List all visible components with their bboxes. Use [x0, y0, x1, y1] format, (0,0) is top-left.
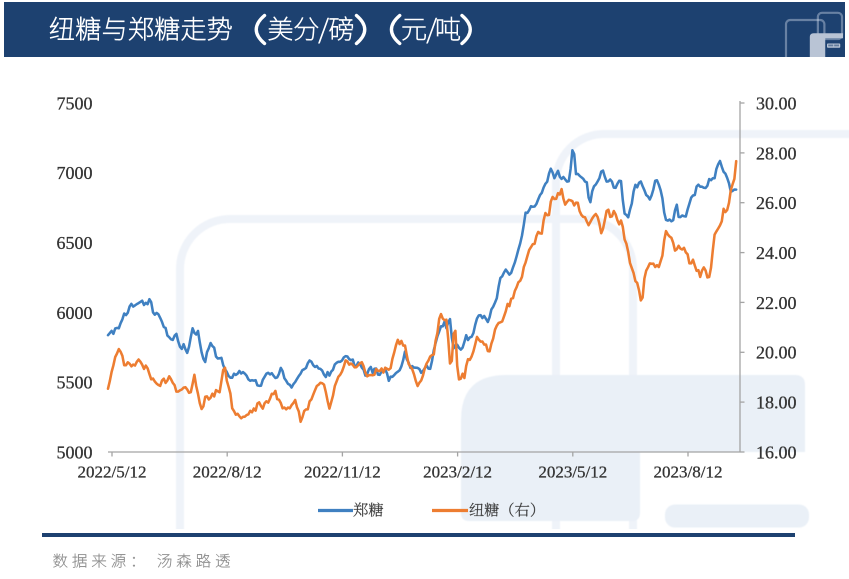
svg-text:2023/8/12: 2023/8/12 [654, 463, 723, 482]
svg-text:18.00: 18.00 [756, 393, 797, 413]
svg-text:2022/8/12: 2022/8/12 [193, 463, 262, 482]
svg-text:2022/5/12: 2022/5/12 [78, 463, 147, 482]
svg-text:16.00: 16.00 [756, 442, 797, 462]
svg-text:24.00: 24.00 [756, 243, 797, 263]
svg-text:30.00: 30.00 [756, 93, 797, 113]
svg-text:20.00: 20.00 [756, 343, 797, 363]
svg-text:6000: 6000 [57, 303, 93, 323]
svg-text:5500: 5500 [57, 373, 93, 393]
svg-text:5000: 5000 [57, 442, 93, 462]
svg-text:7000: 7000 [57, 163, 93, 183]
svg-text:6500: 6500 [57, 233, 93, 253]
svg-text:28.00: 28.00 [756, 143, 797, 163]
svg-text:2022/11/12: 2022/11/12 [304, 463, 381, 482]
svg-text:22.00: 22.00 [756, 293, 797, 313]
svg-text:2023/2/12: 2023/2/12 [423, 463, 492, 482]
svg-text:26.00: 26.00 [756, 193, 797, 213]
svg-text:7500: 7500 [57, 93, 93, 113]
svg-text:2023/5/12: 2023/5/12 [538, 463, 607, 482]
